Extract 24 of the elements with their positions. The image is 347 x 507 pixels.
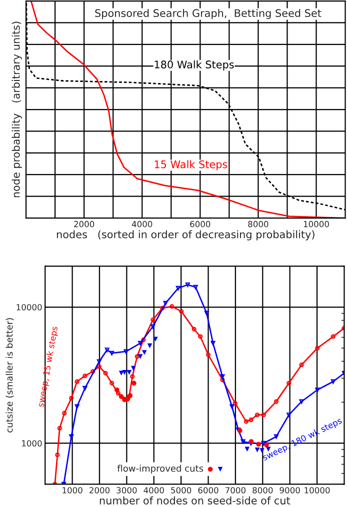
x-tick-label: 4000 bbox=[144, 487, 164, 494]
series-label: 15 Walk Steps bbox=[154, 160, 228, 170]
x-tick-label: 2000 bbox=[74, 220, 94, 228]
x-tick-label: 1000 bbox=[62, 487, 82, 494]
x-axis-title: number of nodes on seed-side of cut bbox=[100, 496, 290, 504]
x-tick-label: 6000 bbox=[198, 487, 218, 494]
y-axis-title: node probability (arbitrary units) bbox=[12, 22, 22, 198]
text: Sponsored Search Graph, Betting Seed Set bbox=[95, 8, 322, 20]
y-axis-title: cutsize (smaller is better) bbox=[6, 318, 14, 432]
x-tick-label: 10000 bbox=[304, 220, 329, 228]
x-tick-label: 2000 bbox=[90, 487, 110, 494]
x-tick-label: 5000 bbox=[171, 487, 192, 494]
x-axis-title: nodes (sorted in order of decreasing probability) bbox=[56, 230, 314, 240]
x-tick-label: 8000 bbox=[252, 487, 273, 494]
x-tick-label: 3000 bbox=[116, 487, 137, 494]
x-tick-label: 4000 bbox=[132, 220, 152, 228]
x-tick-label: 6000 bbox=[190, 220, 210, 228]
x-tick-label: 10000 bbox=[304, 487, 330, 494]
x-tick-label: 7000 bbox=[226, 487, 246, 494]
text: sweep, 15 wk steps bbox=[37, 326, 60, 408]
series-label: 180 Walk Steps bbox=[154, 60, 234, 70]
x-tick-label: 8000 bbox=[248, 220, 268, 228]
legend-label: flow-improved cuts bbox=[117, 464, 204, 474]
x-tick-label: 9000 bbox=[280, 487, 300, 494]
